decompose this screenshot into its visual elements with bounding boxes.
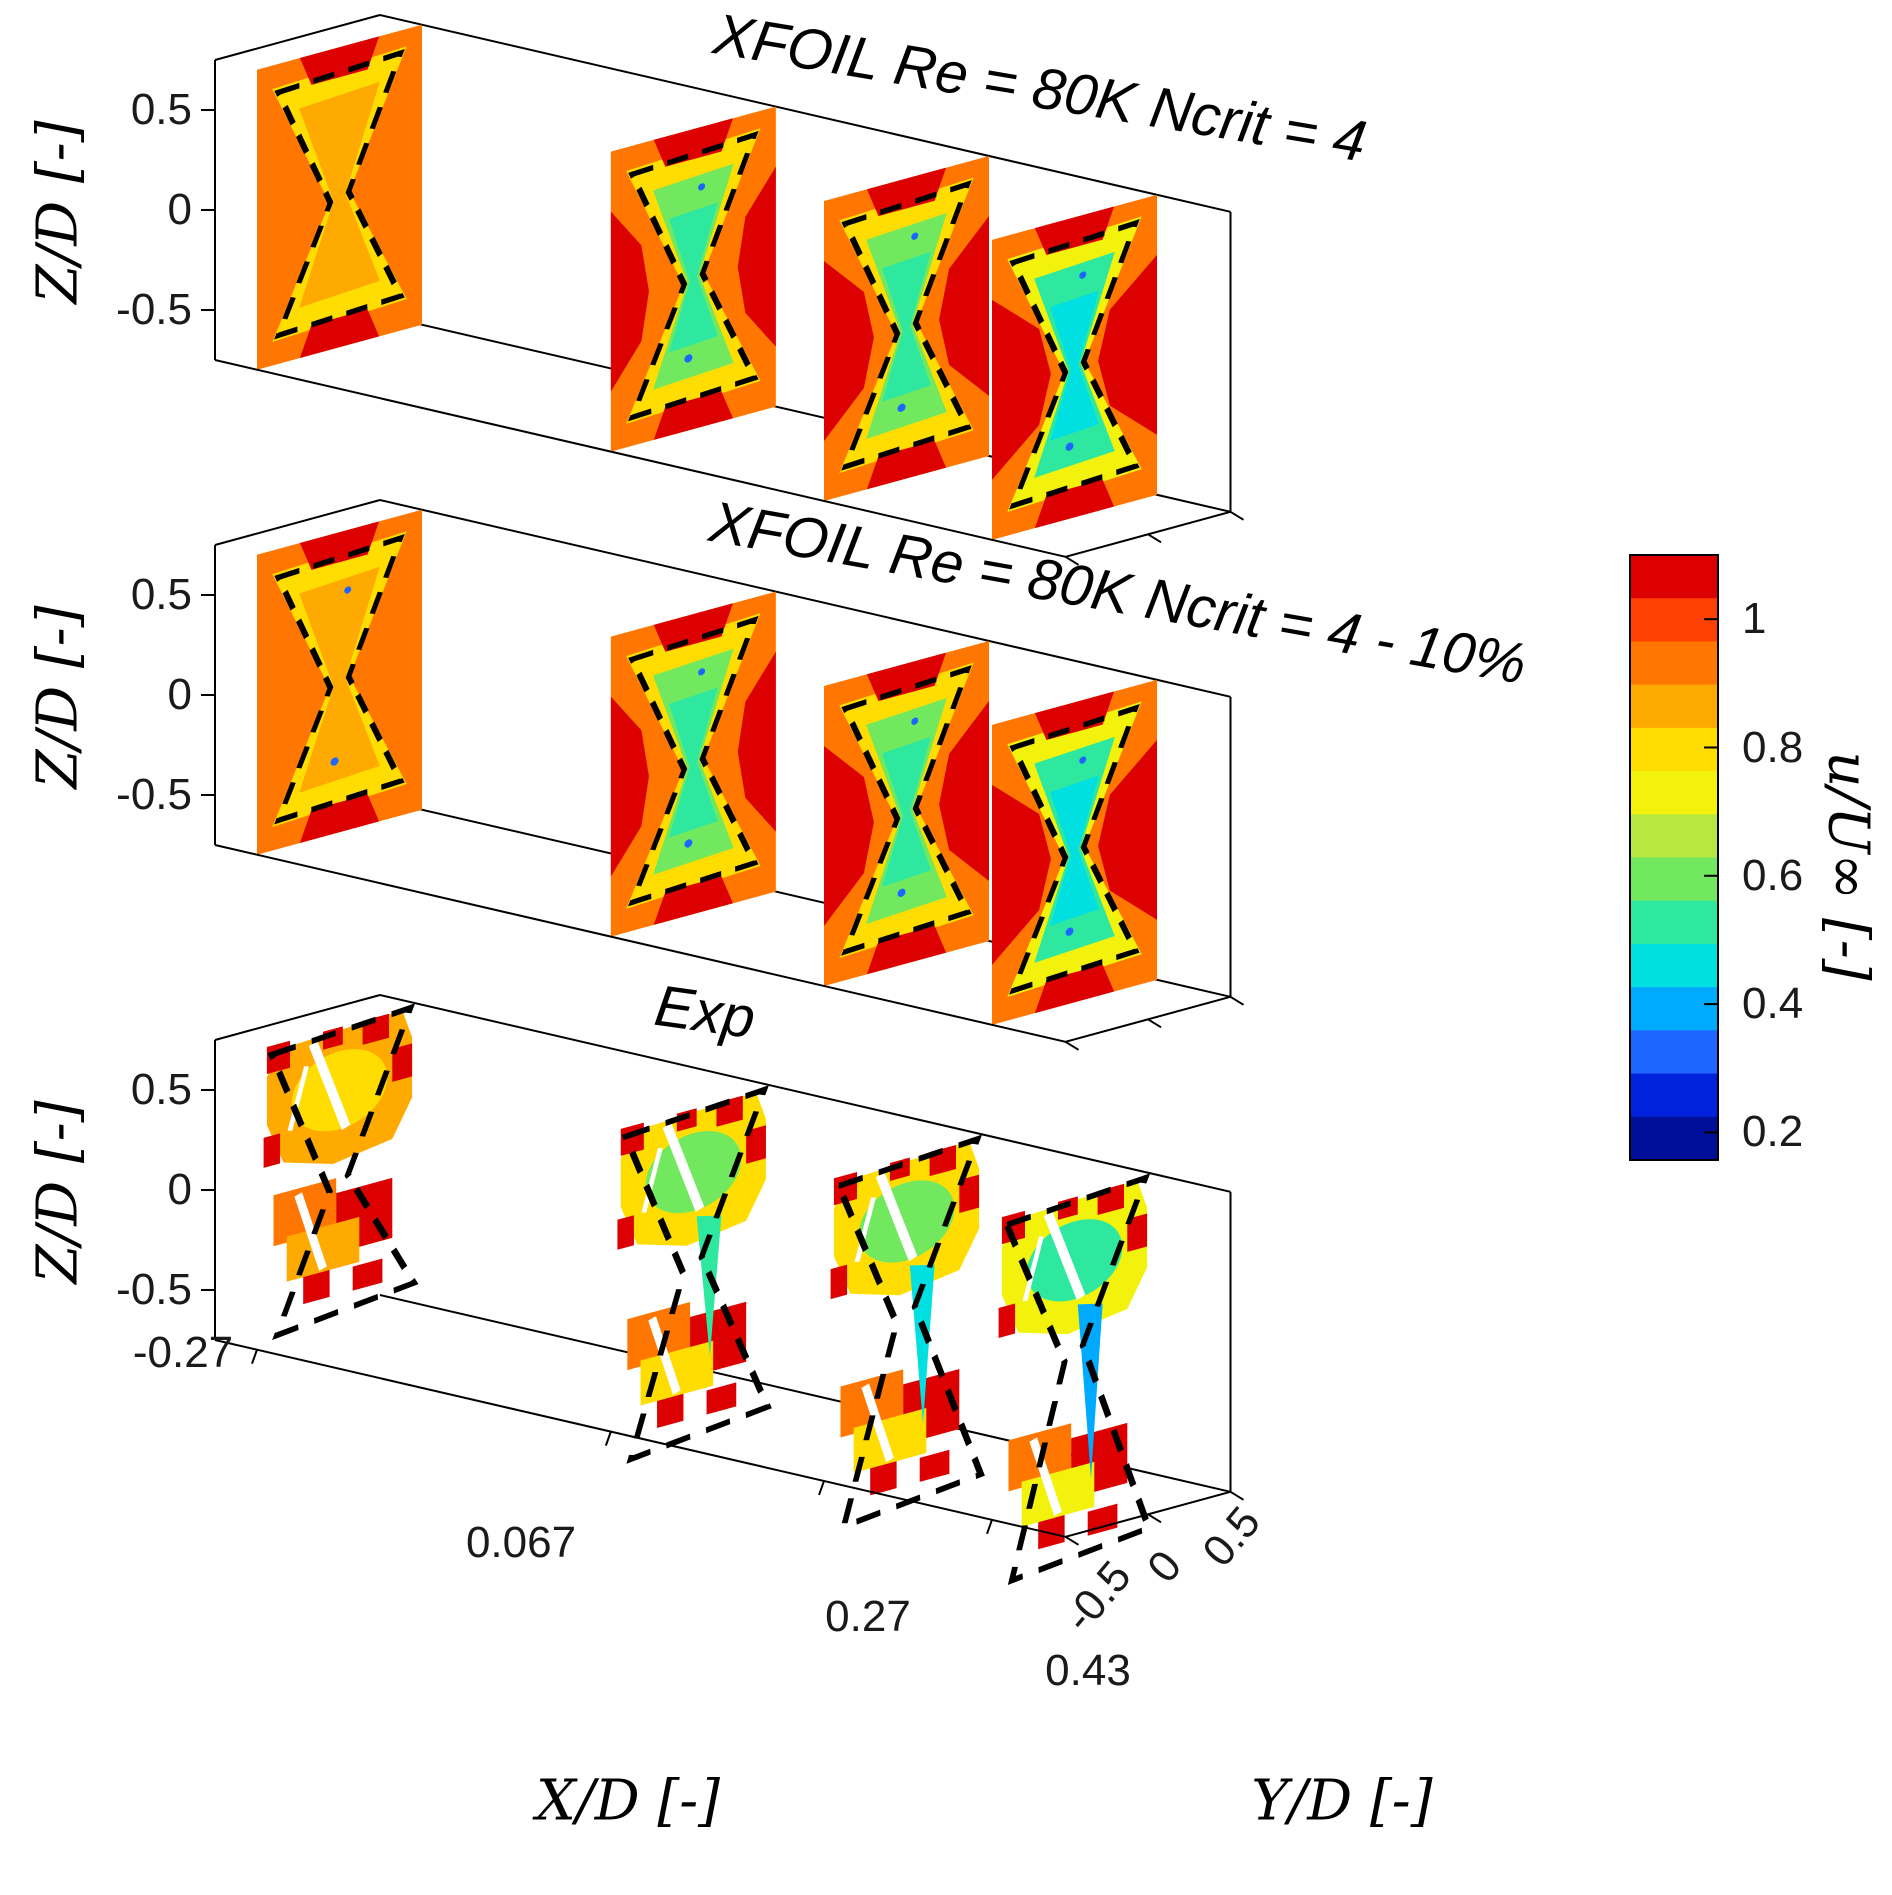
colorbar-tick-04: 0.4 — [1742, 979, 1804, 1028]
z-tick-p3-pos05: 0.5 — [130, 1065, 192, 1114]
z-tick-p2-zero: 0 — [167, 670, 192, 719]
x-tick-1: -0.27 — [132, 1328, 234, 1377]
x-axis-label: X/D [-] — [535, 1768, 721, 1834]
panel-3-title: Exp — [650, 972, 760, 1052]
x-tick-3: 0.27 — [825, 1592, 911, 1641]
z-tick-p1-neg05: -0.5 — [116, 285, 192, 334]
colorbar — [1629, 554, 1719, 1161]
slice-plane — [992, 194, 1157, 540]
z-tick-p1-pos05: 0.5 — [130, 85, 192, 134]
z-tick-p1-zero: 0 — [167, 185, 192, 234]
slice-plane — [992, 679, 1157, 1025]
x-tick-4: 0.43 — [1045, 1646, 1131, 1695]
slice-plane — [830, 1134, 985, 1532]
slice-plane — [263, 1003, 419, 1341]
slice-plane — [257, 24, 422, 370]
colorbar-tick-08: 0.8 — [1742, 723, 1804, 772]
slice-plane — [610, 591, 776, 937]
panel-axes — [201, 994, 1245, 1585]
z-tick-p2-pos05: 0.5 — [130, 570, 192, 619]
z-tick-p3-neg05: -0.5 — [116, 1265, 192, 1314]
y-axis-label: Y/D [-] — [1251, 1768, 1433, 1834]
colorbar-tick-02: 0.2 — [1742, 1107, 1804, 1156]
panel-axes — [201, 499, 1245, 1051]
panel-axes — [201, 14, 1245, 566]
slice-plane — [998, 1173, 1153, 1585]
x-tick-2: 0.067 — [465, 1518, 577, 1567]
slice-plane — [617, 1085, 772, 1464]
colorbar-label: u/U∞ [-] — [1815, 751, 1881, 981]
slice-plane — [257, 509, 422, 855]
z-tick-p3-zero: 0 — [167, 1165, 192, 1214]
slice-plane — [824, 155, 989, 501]
slice-plane — [610, 106, 776, 452]
z-tick-p2-neg05: -0.5 — [116, 770, 192, 819]
colorbar-tick-06: 0.6 — [1742, 851, 1804, 900]
slice-plane — [824, 640, 989, 986]
colorbar-tick-1: 1 — [1742, 594, 1767, 643]
